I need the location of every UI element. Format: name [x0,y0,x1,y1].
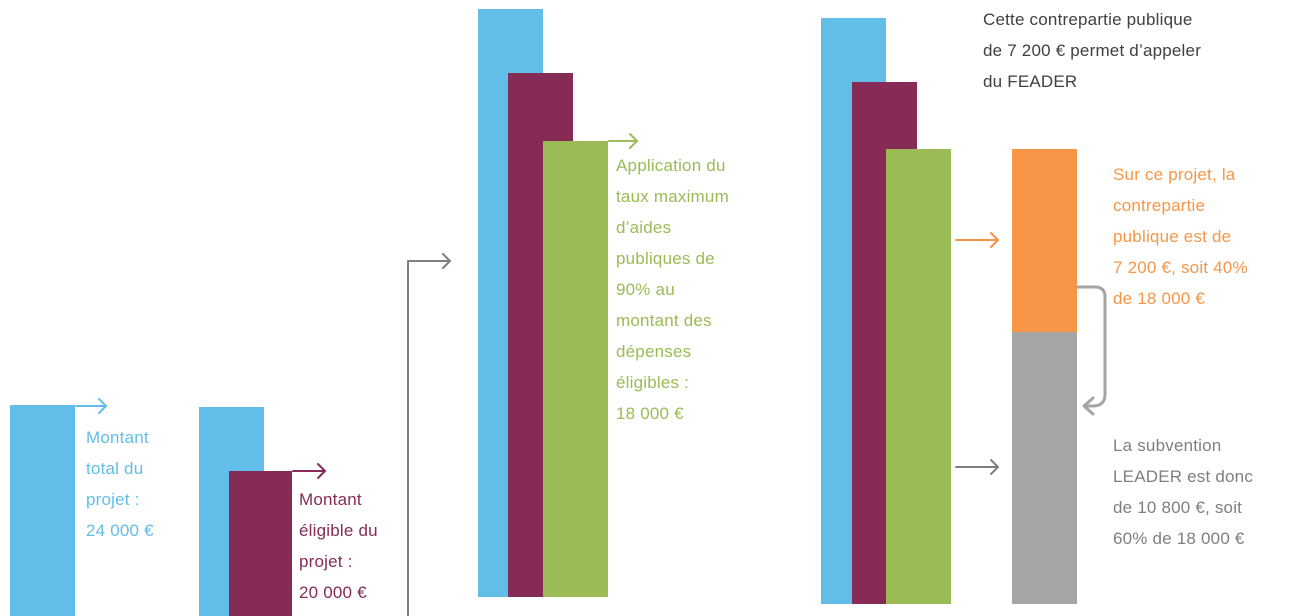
aid-rate-label: Application du taux maximum d’aides publ… [616,156,729,423]
step-connector-arrow-icon [407,253,451,616]
aid-rate-arrow-icon [608,133,638,149]
public-counterpart-arrow-icon [955,232,999,248]
aid-rate-bar-step4 [886,149,951,604]
public-counterpart-label: Sur ce projet, la contrepartie publique … [1113,165,1248,308]
leader-subsidy-bar [1012,332,1077,604]
eligible-amount-bar [229,471,292,616]
total-amount-bar [10,405,75,616]
leader-subsidy-arrow-icon [955,459,999,475]
leader-subsidy-label: La subvention LEADER est donc de 10 800 … [1113,436,1254,548]
total-amount-label: Montant total du projet : 24 000 € [86,428,154,540]
eligible-amount-label: Montant éligible du projet : 20 000 € [299,490,378,602]
public-counterpart-bar [1012,149,1077,332]
curved-transfer-arrow-icon [1076,285,1107,416]
eligible-amount-arrow-icon [292,463,326,479]
feader-note-label: Cette contrepartie publique de 7 200 € p… [983,10,1202,91]
total-amount-arrow-icon [75,398,107,414]
aid-rate-bar [543,141,608,597]
